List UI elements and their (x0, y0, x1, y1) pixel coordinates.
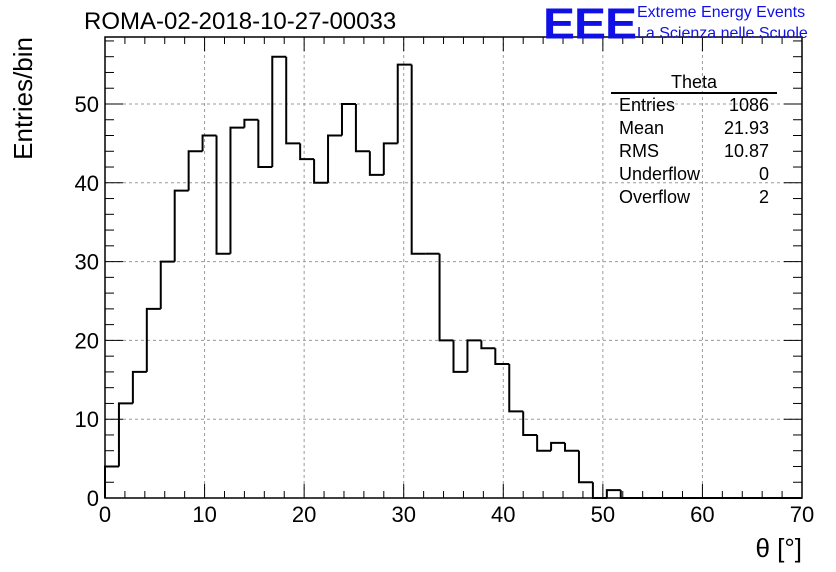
histogram-bin (173, 189, 189, 262)
logo-line-1: Extreme Energy Events (637, 4, 806, 21)
stats-label: Overflow (619, 187, 691, 207)
histogram-bin (522, 411, 538, 436)
stats-label: Underflow (619, 164, 701, 184)
stats-value: 1086 (728, 95, 769, 115)
histogram-bin (271, 55, 287, 168)
stats-value: 0 (758, 164, 769, 184)
histogram-bin (480, 340, 496, 350)
stats-row-entries: Entries 1086 (611, 94, 777, 117)
stats-row-underflow: Underflow 0 (611, 163, 777, 186)
histogram-bin (438, 253, 454, 342)
stats-row-mean: Mean 21.93 (611, 117, 777, 140)
y-tick-label: 40 (75, 171, 99, 196)
histogram-bin (117, 402, 133, 467)
histogram-bin (131, 370, 147, 404)
histogram-bin (145, 307, 161, 372)
y-tick-label: 20 (75, 328, 99, 353)
x-tick-label: 10 (192, 502, 216, 527)
x-tick-label: 30 (391, 502, 415, 527)
stats-label: RMS (619, 141, 659, 161)
stats-value: 21.93 (723, 118, 769, 138)
x-tick-label: 0 (99, 502, 111, 527)
histogram-bin (577, 450, 593, 484)
y-axis-label: Entries/bin (8, 37, 38, 160)
histogram-bin (313, 159, 329, 184)
histogram-bin (257, 119, 273, 169)
x-tick-label: 50 (591, 502, 615, 527)
histogram-bin (187, 150, 203, 191)
histogram-bin (508, 364, 524, 413)
stats-value: 10.87 (723, 141, 769, 161)
histogram-bin (159, 260, 175, 309)
histogram-bin (410, 64, 426, 255)
histogram-bin (243, 118, 259, 128)
y-tick-label: 30 (75, 250, 99, 275)
histogram-bin (550, 441, 566, 451)
y-tick-label: 10 (75, 407, 99, 432)
histogram-bin (382, 142, 398, 175)
histogram-bin (396, 63, 412, 144)
stats-value: 2 (758, 187, 769, 207)
histogram-bin (368, 151, 384, 176)
histogram-bin (229, 126, 245, 254)
logo-line-2: La Scienza nelle Scuole (637, 25, 808, 42)
histogram-bin (201, 134, 217, 152)
histogram-bin (536, 434, 552, 452)
x-tick-label: 40 (491, 502, 515, 527)
x-tick-label: 20 (292, 502, 316, 527)
stats-row-overflow: Overflow 2 (611, 186, 777, 209)
x-tick-label: 70 (790, 502, 814, 527)
histogram-bin (494, 348, 510, 366)
histogram-bin (605, 489, 621, 498)
stats-box: Theta Entries 1086 Mean 21.93 RMS 10.87 … (611, 72, 777, 209)
histogram-bin (299, 143, 315, 161)
x-tick-label: 60 (690, 502, 714, 527)
histogram-bin (327, 134, 342, 183)
histogram-bin (452, 340, 468, 373)
histogram-bin (285, 56, 301, 145)
x-axis-label: θ [°] (755, 533, 802, 563)
stats-row-rms: RMS 10.87 (611, 140, 777, 163)
y-tick-label: 0 (87, 486, 99, 511)
histogram-bin (215, 135, 231, 255)
run-title: ROMA-02-2018-10-27-00033 (84, 8, 397, 35)
stats-label: Entries (619, 95, 676, 115)
stats-label: Mean (619, 118, 665, 138)
histogram-bin (466, 339, 482, 372)
histogram-bin (354, 103, 370, 153)
y-tick-label: 50 (75, 92, 99, 117)
histogram-bin (340, 102, 356, 136)
histogram-bin (564, 442, 579, 452)
stats-title: Theta (611, 72, 777, 94)
eee-logo: EEE (543, 0, 637, 49)
plot-frame (104, 36, 803, 499)
histogram-bin (591, 482, 607, 499)
